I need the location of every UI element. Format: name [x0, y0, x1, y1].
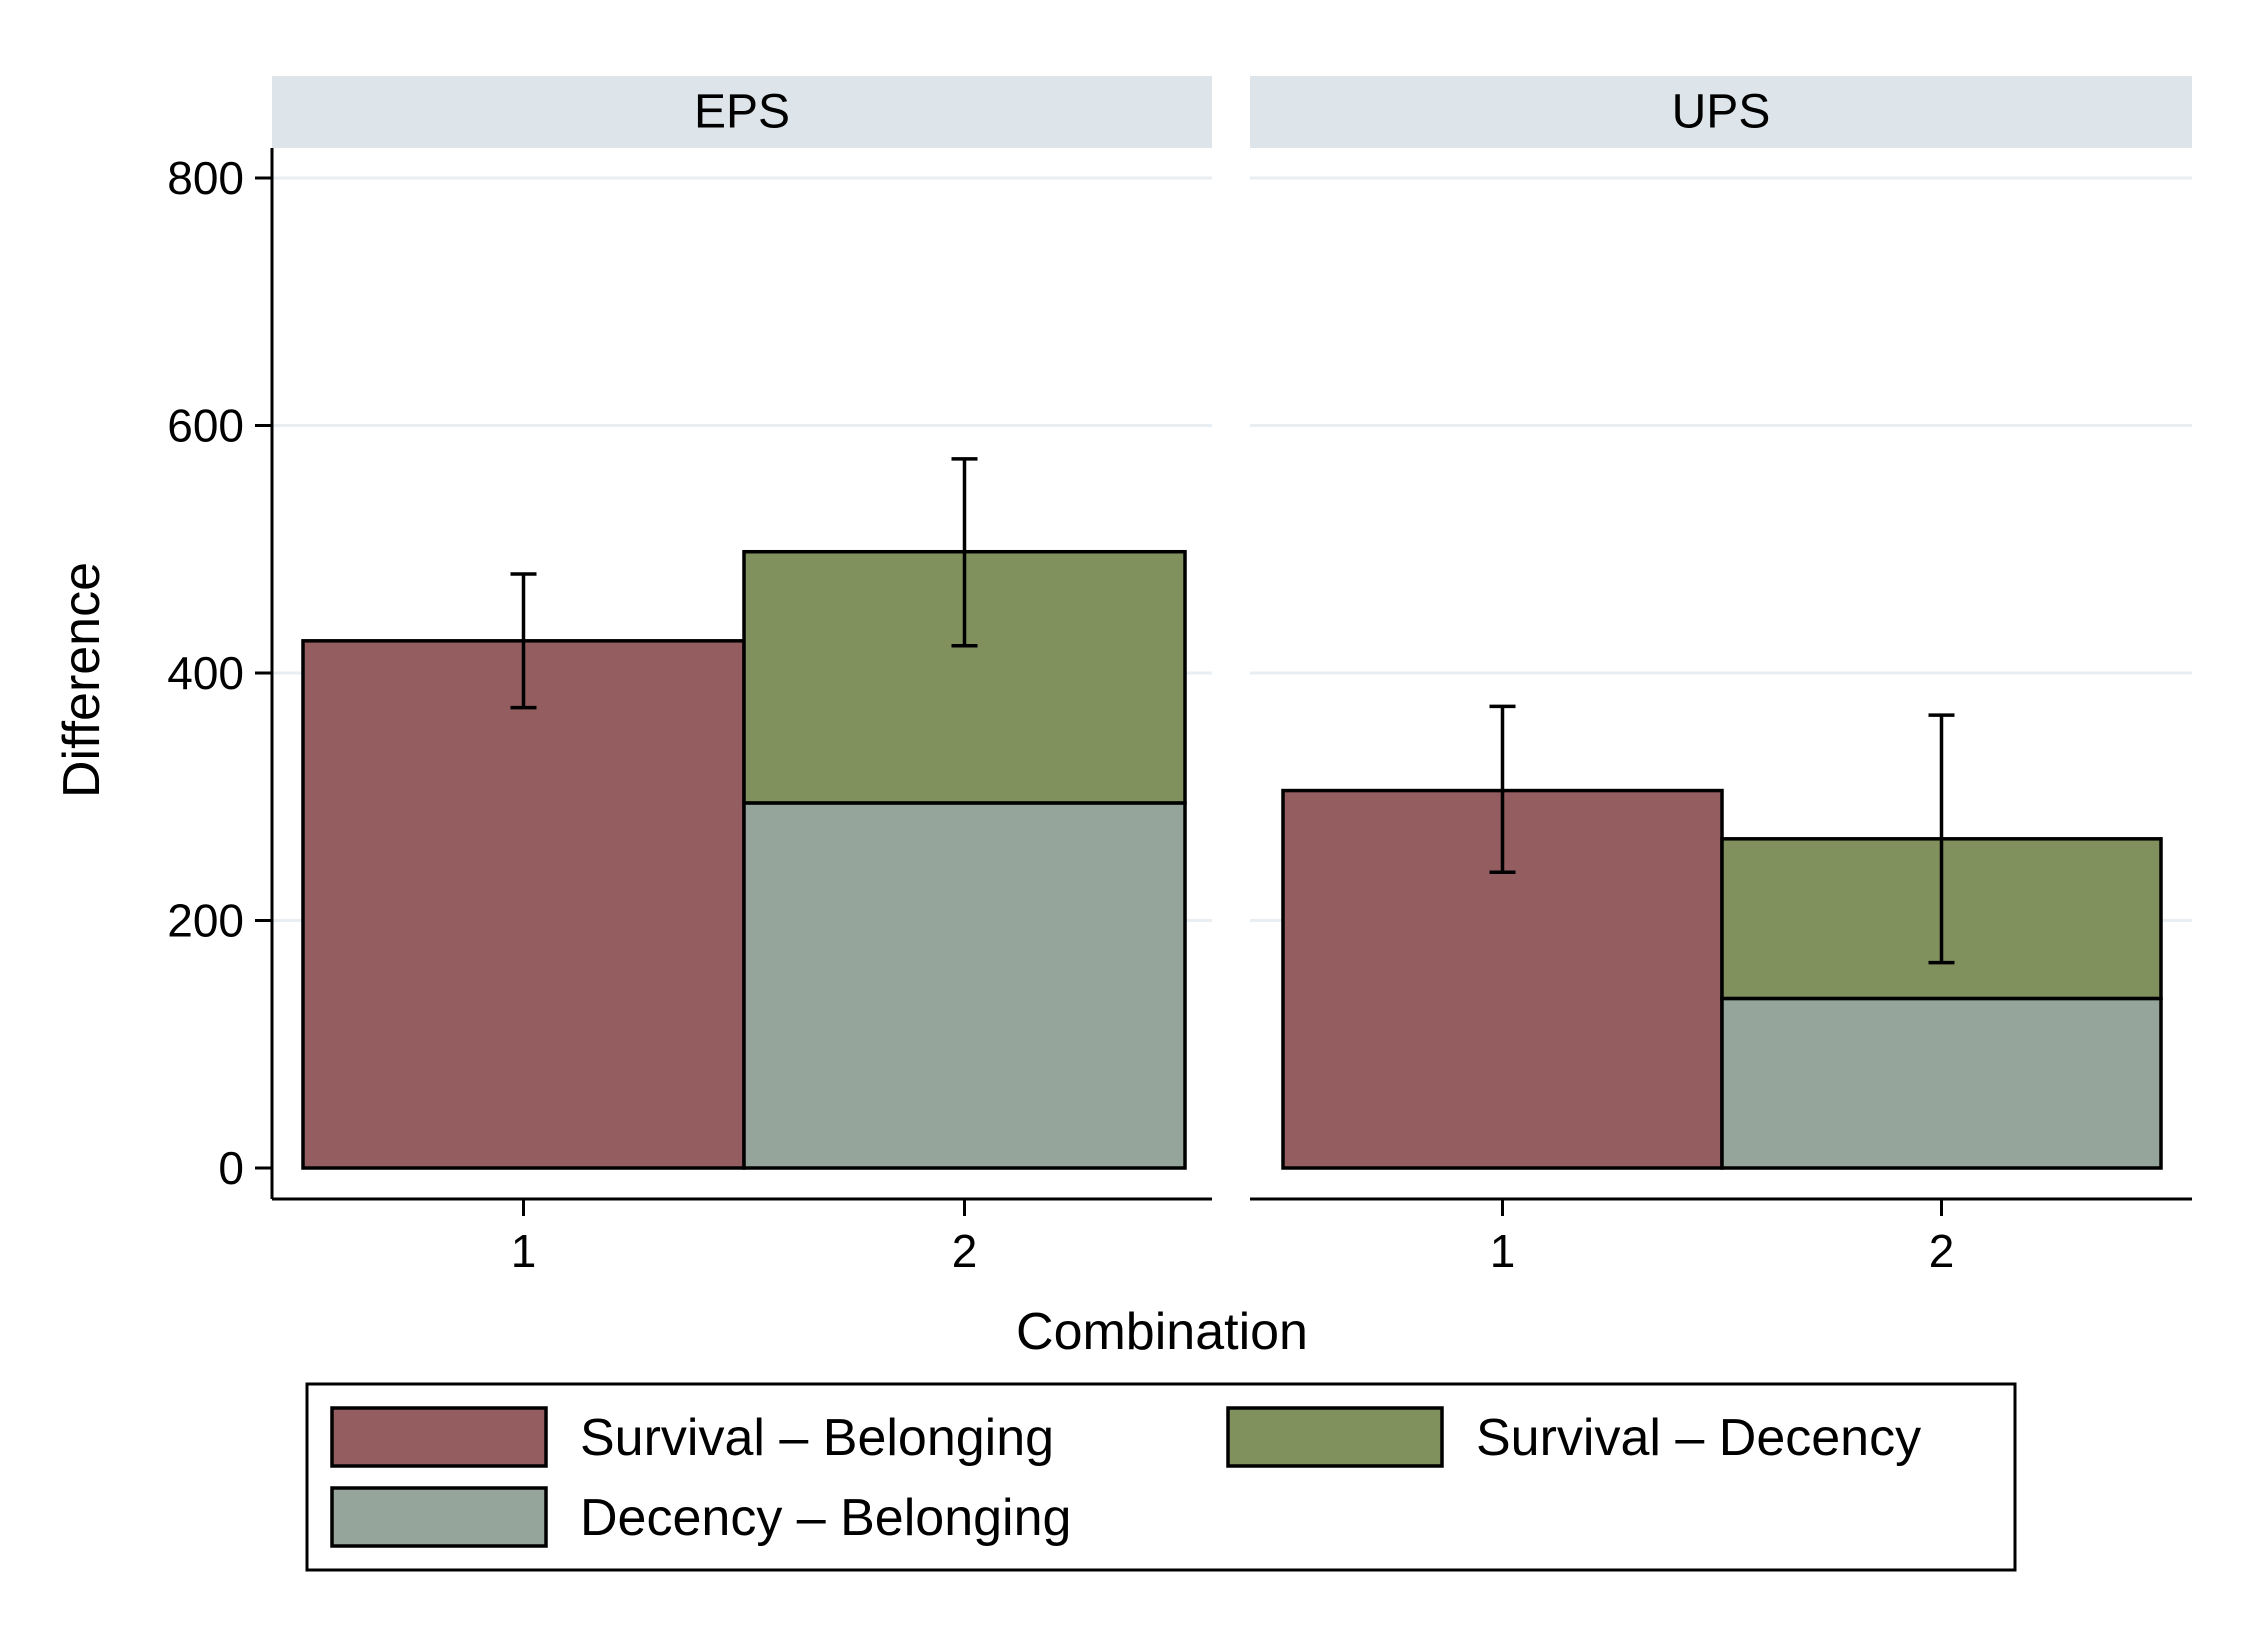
x-tick-label: 2 [952, 1225, 978, 1277]
facet-title-eps: EPS [694, 86, 790, 139]
bar-segment-eps-1-series-0 [301, 639, 746, 1170]
y-tick-label: 200 [167, 895, 244, 947]
legend-swatch-survival-decency [1226, 1406, 1444, 1468]
x-axis-title: Combination [1016, 1303, 1308, 1361]
legend-label-survival-belonging: Survival – Belonging [580, 1409, 1054, 1467]
y-tick-label: 800 [167, 152, 244, 204]
facet-title-ups: UPS [1672, 86, 1771, 139]
legend-label-decency-belonging: Decency – Belonging [580, 1489, 1071, 1547]
legend-swatch-survival-belonging [330, 1406, 548, 1468]
x-tick-label: 1 [511, 1225, 537, 1277]
x-tick-label: 1 [1490, 1225, 1516, 1277]
bar-segment-ups-2-series-2 [1720, 996, 2163, 1170]
legend-label-survival-decency: Survival – Decency [1476, 1409, 1921, 1467]
legend: Survival – Belonging Survival – Decency … [305, 1382, 2017, 1572]
y-tick-label: 400 [167, 647, 244, 699]
y-tick-label: 0 [218, 1142, 244, 1194]
error-bars [510, 457, 1955, 965]
legend-frame [305, 1382, 2017, 1572]
facet-strip-eps [272, 76, 1212, 148]
y-axis-title: Difference [53, 562, 111, 798]
y-tick-label: 600 [167, 400, 244, 452]
x-tick-label: 2 [1929, 1225, 1955, 1277]
bars [301, 549, 2163, 1170]
axes: 0 200 400 600 800 1 2 1 2 [167, 148, 2192, 1277]
bar-segment-eps-2-series-2 [742, 801, 1187, 1170]
legend-swatch-decency-belonging [330, 1486, 548, 1548]
facet-strip-ups [1250, 76, 2192, 148]
